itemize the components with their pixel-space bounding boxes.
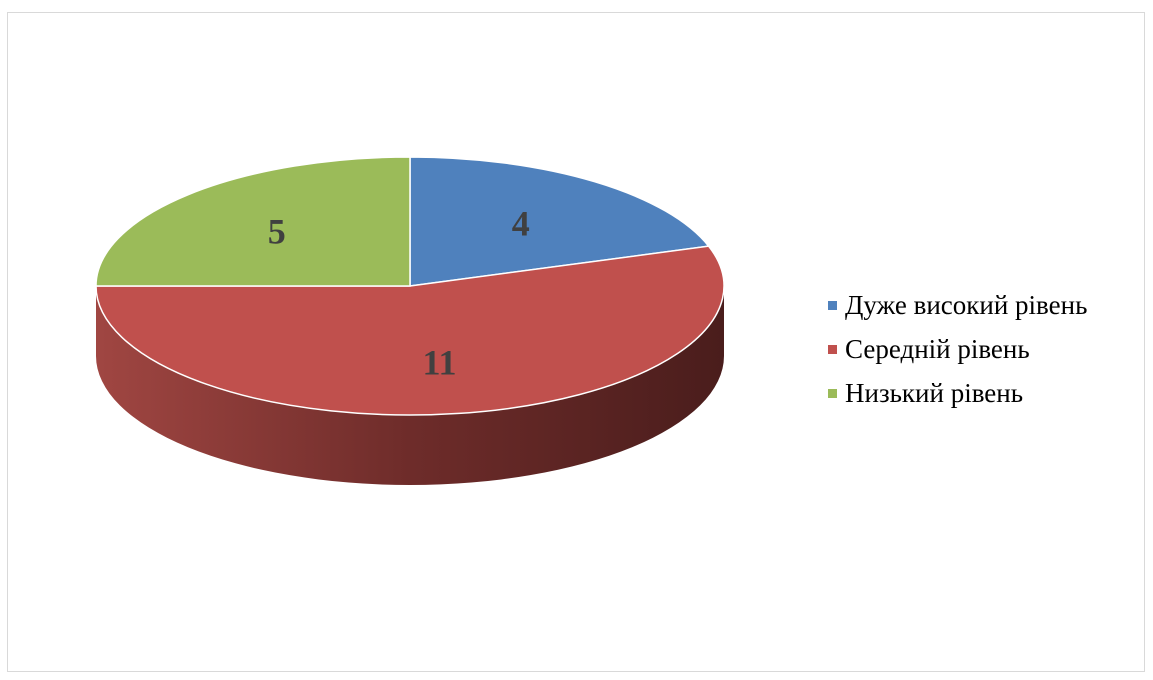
legend-item-2: Середній рівень	[828, 327, 1087, 371]
pie-slices	[95, 156, 725, 416]
legend-label: Дуже високий рівень	[845, 289, 1088, 320]
legend-item-1: Дуже високий рівень	[828, 283, 1087, 327]
legend-swatch-icon	[828, 300, 837, 310]
pie-slice-1	[409, 156, 711, 287]
pie-data-labels: 4 11 5	[268, 203, 530, 382]
pie-side-wall	[96, 286, 724, 485]
legend-label: Низький рівень	[845, 377, 1024, 408]
legend: Дуже високий рівень Середній рівень Низьки…	[828, 283, 1087, 415]
pie-side-wall-shape	[96, 286, 724, 485]
pie-slice-3	[95, 156, 411, 287]
legend-swatch-icon	[828, 388, 837, 398]
legend-swatch-icon	[828, 344, 837, 354]
data-label-3: 5	[268, 211, 286, 251]
pie-slice-2	[95, 245, 725, 416]
data-label-1: 4	[512, 203, 530, 243]
legend-item-3: Низький рівень	[828, 371, 1087, 415]
data-label-2: 11	[422, 342, 456, 382]
legend-label: Середній рівень	[845, 333, 1030, 364]
